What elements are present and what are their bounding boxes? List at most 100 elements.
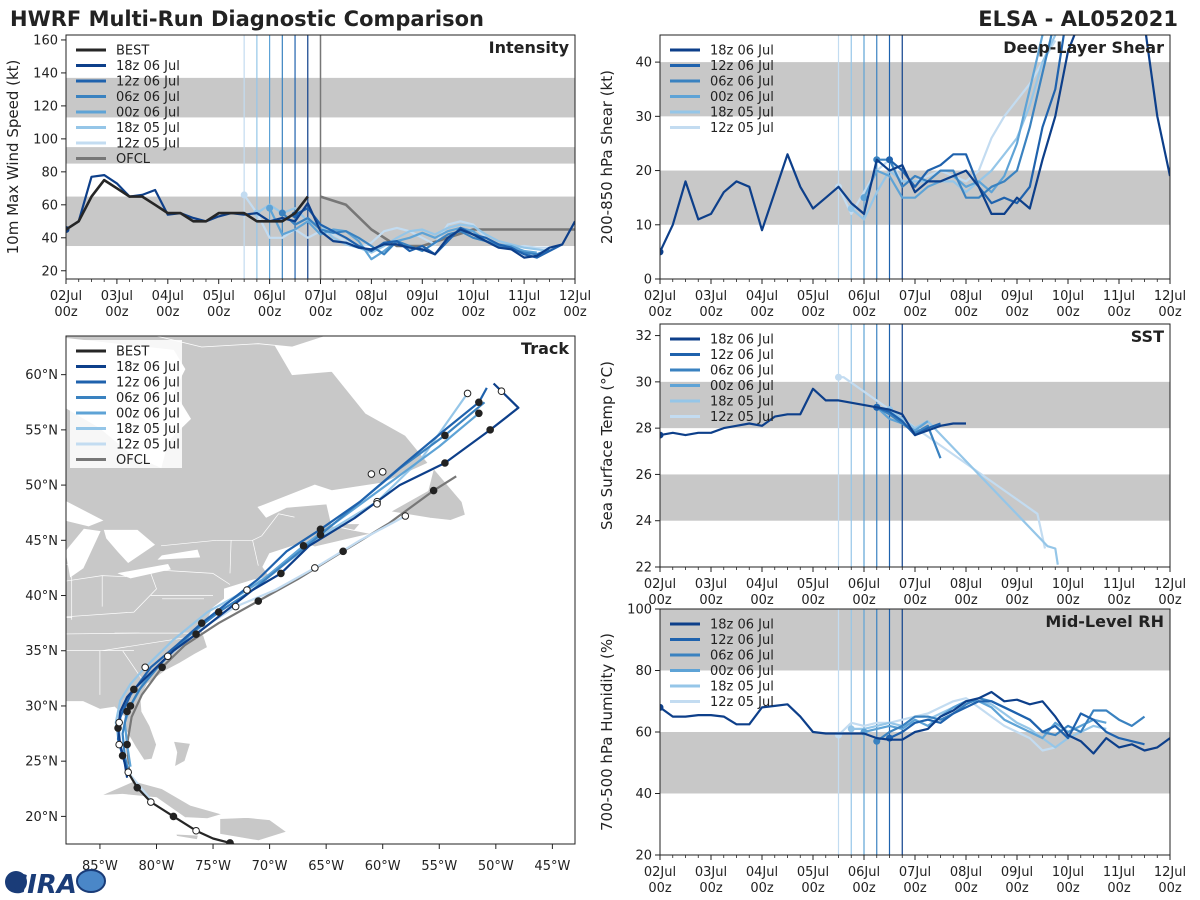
intensity-xtick-label-day: 09Jul	[406, 289, 438, 304]
track-marker-ofcl	[429, 486, 438, 495]
intensity-xtick-label-hour: 00z	[411, 305, 435, 320]
track-marker-06z-06-jul	[373, 500, 381, 508]
intensity-xtick-label-day: 07Jul	[304, 289, 336, 304]
sst-ytick-label: 30	[635, 375, 652, 390]
sst-xtick-label-day: 08Jul	[950, 577, 982, 592]
track-legend-bg	[70, 340, 182, 468]
track-ytick-label: 25°N	[25, 755, 58, 770]
legend-label-06z-06-jul: 06z 06 Jul	[710, 649, 774, 664]
intensity-xtick-label-hour: 00z	[54, 305, 78, 320]
shear-xtick-label-day: 04Jul	[746, 289, 778, 304]
intensity-ytick-label: 60	[41, 198, 58, 213]
shear-ytick-label: 20	[635, 164, 652, 179]
water-lake	[117, 564, 171, 579]
track-marker-18z-05-jul	[115, 740, 123, 749]
legend-label-12z-06-jul: 12z 06 Jul	[710, 348, 774, 363]
track-marker-00z-06-jul	[378, 468, 387, 476]
intensity-xtick-label-hour: 00z	[207, 305, 231, 320]
intensity-xtick-label-hour: 00z	[105, 305, 129, 320]
sst-line-18z-06-jul	[660, 387, 966, 437]
track-marker-12z-06-jul	[197, 619, 206, 627]
track-marker-18z-06-jul	[486, 426, 494, 434]
intensity-xtick-label-day: 11Jul	[508, 289, 540, 304]
sst-start-point-12z-05-jul	[835, 373, 842, 381]
rh-xtick-label-day: 04Jul	[746, 865, 778, 880]
legend-label-12z-05-jul: 12z 05 Jul	[710, 410, 774, 425]
track-marker-18z-06-jul	[277, 569, 285, 578]
track-ytick-label: 45°N	[25, 534, 58, 549]
rh-xtick-label-hour: 00z	[750, 881, 774, 896]
shear-xtick-label-hour: 00z	[903, 305, 927, 320]
rh-series-group	[660, 690, 1170, 755]
track-marker-best	[147, 798, 155, 806]
track-marker-12z-05-jul	[164, 652, 172, 661]
rh-xtick-label-day: 06Jul	[848, 865, 880, 880]
water-lake	[257, 493, 334, 518]
intensity-xtick-label-hour: 00z	[563, 305, 587, 320]
intensity-panel: 2040608010012014016002Jul00z03Jul00z04Ju…	[4, 33, 591, 320]
rh-ytick-label: 100	[627, 603, 652, 618]
legend-label-12z-06-jul: 12z 06 Jul	[116, 75, 180, 90]
legend-label-18z-05-jul: 18z 05 Jul	[710, 680, 774, 695]
water-lake	[157, 549, 201, 560]
track-marker-12z-05-jul	[231, 602, 240, 611]
legend-label-00z-06-jul: 00z 06 Jul	[710, 90, 774, 105]
sst-ytick-label: 22	[635, 561, 652, 576]
shear-xtick-label-day: 08Jul	[950, 289, 982, 304]
border-line	[159, 569, 214, 574]
intensity-panel-title: Intensity	[489, 38, 570, 57]
track-xtick-label: 65°W	[308, 859, 344, 874]
rh-xtick-label-hour: 00z	[1056, 881, 1080, 896]
rh-xtick-label-day: 08Jul	[950, 865, 982, 880]
sst-xtick-label-day: 03Jul	[695, 577, 727, 592]
rh-start-point-18z-05-jul	[847, 725, 855, 733]
sst-xtick-label-day: 12Jul	[1154, 577, 1186, 592]
intensity-xtick-label-hour: 00z	[512, 305, 536, 320]
legend-label-06z-06-jul: 06z 06 Jul	[116, 90, 180, 105]
legend-label-ofcl: OFCL	[116, 453, 151, 468]
legend-label-00z-06-jul: 00z 06 Jul	[710, 664, 774, 679]
border-line	[212, 573, 231, 585]
track-marker-00z-06-jul	[126, 702, 135, 710]
legend-label-18z-06-jul: 18z 06 Jul	[116, 360, 180, 375]
rh-xtick-label-day: 12Jul	[1154, 865, 1186, 880]
track-marker-12z-05-jul	[115, 718, 123, 727]
legend-label-18z-05-jul: 18z 05 Jul	[710, 106, 774, 121]
intensity-ytick-label: 140	[33, 66, 58, 81]
sst-xtick-label-hour: 00z	[1005, 593, 1029, 608]
rh-xtick-label-hour: 00z	[699, 881, 723, 896]
track-marker-12z-06-jul	[118, 751, 127, 760]
shear-line-00z-06-jul	[863, 35, 1044, 199]
sst-xtick-label-hour: 00z	[1158, 593, 1182, 608]
track-marker-06z-06-jul	[214, 608, 223, 616]
track-marker-18z-05-jul	[141, 663, 149, 672]
sst-xtick-label-hour: 00z	[648, 593, 672, 608]
intensity-series-group	[66, 174, 575, 261]
sst-panel-title: SST	[1131, 327, 1164, 346]
sst-start-point-18z-06-jul	[660, 431, 664, 439]
intensity-xtick-label-hour: 00z	[258, 305, 282, 320]
rh-ytick-label: 60	[635, 726, 652, 741]
rh-panel: 2040608010002Jul00z03Jul00z04Jul00z05Jul…	[598, 603, 1186, 897]
intensity-ytick-label: 100	[33, 132, 58, 147]
track-marker-00z-06-jul	[367, 470, 376, 478]
intensity-ytick-label: 160	[33, 33, 58, 48]
sst-xtick-label-hour: 00z	[1107, 593, 1131, 608]
sst-xtick-label-hour: 00z	[954, 593, 978, 608]
shear-xtick-label-hour: 00z	[699, 305, 723, 320]
rh-xtick-label-day: 02Jul	[644, 865, 676, 880]
sst-line-12z-06-jul	[876, 406, 941, 437]
legend-label-best: BEST	[116, 345, 149, 360]
rh-ytick-label: 20	[635, 849, 652, 864]
land-island	[175, 833, 199, 841]
rh-ytick-label: 40	[635, 787, 652, 802]
cira-logo-swirl-icon	[76, 869, 106, 893]
shear-panel-title: Deep-Layer Shear	[1003, 38, 1164, 57]
track-marker-12z-05-jul	[401, 512, 410, 520]
legend-label-best: BEST	[116, 44, 149, 59]
rh-line-12z-05-jul	[837, 697, 1056, 752]
legend-label-12z-05-jul: 12z 05 Jul	[710, 121, 774, 136]
legend-label-12z-06-jul: 12z 06 Jul	[710, 59, 774, 74]
shear-xtick-label-hour: 00z	[1005, 305, 1029, 320]
